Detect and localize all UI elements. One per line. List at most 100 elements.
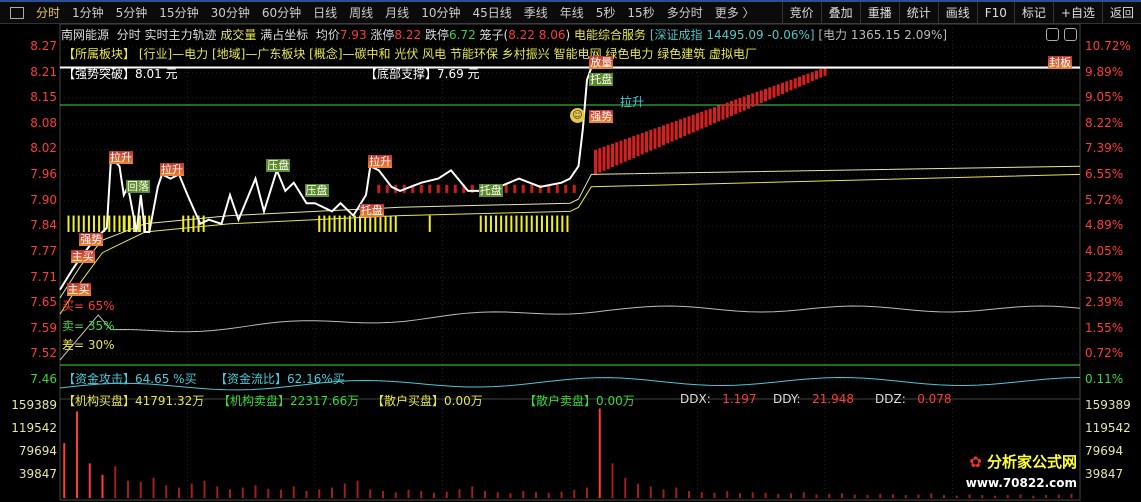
limit-down-value: 6.72 bbox=[448, 28, 476, 42]
period-tab[interactable]: 更多 〉 bbox=[714, 6, 755, 20]
signal-tag: 托盘 bbox=[589, 72, 614, 86]
toolbar-button[interactable]: 统计 bbox=[898, 2, 938, 24]
price-tick: 7.90 bbox=[30, 192, 57, 207]
indicator-name[interactable]: 实时主力轨迹 bbox=[144, 28, 217, 42]
signal-tag: 拉升 bbox=[368, 155, 393, 169]
period-tab[interactable]: 多分时 bbox=[666, 6, 703, 20]
period-tab[interactable]: 15分钟 bbox=[159, 6, 199, 20]
period-tab[interactable]: 5秒 bbox=[595, 6, 616, 20]
signal-tag: 托盘 bbox=[478, 183, 503, 197]
toolbar-button[interactable]: 竞价 bbox=[781, 2, 821, 24]
toolbar-button[interactable]: 重播 bbox=[859, 2, 899, 24]
period-tab[interactable]: 60分钟 bbox=[261, 6, 302, 20]
price-tick: 7.71 bbox=[30, 269, 57, 284]
volume-tick: 119542 bbox=[1085, 421, 1131, 435]
ddz-value: 0.078 bbox=[917, 392, 952, 406]
price-tick: 7.77 bbox=[30, 243, 57, 258]
index-quote[interactable]: [深证成指 14495.09 -0.06%] bbox=[649, 28, 815, 42]
price-tick: 8.08 bbox=[30, 115, 57, 130]
buy-ratio: 买= 65% bbox=[62, 299, 115, 313]
period-tab[interactable]: 5分钟 bbox=[115, 6, 148, 20]
limit-up-value: 8.22 bbox=[394, 28, 422, 42]
volume-tick: 39847 bbox=[1085, 467, 1124, 481]
volume-label[interactable]: 成交量 bbox=[220, 28, 257, 42]
signal-tag: 回落 bbox=[126, 179, 150, 193]
stock-info-bar: 南网能源 分时 实时主力轨迹 成交量 满占坐标 均价7.93 涨停8.22 跌停… bbox=[61, 26, 947, 43]
limit-down-label: 跌停 bbox=[424, 28, 449, 42]
signal-tag: 拉升 bbox=[109, 151, 133, 164]
sector-line: 【所属板块】 [行业]—电力 [地域]—广东板块 [概念]—碳中和 光伏 风电 … bbox=[63, 47, 758, 61]
full-axis-label[interactable]: 满占坐标 bbox=[260, 28, 309, 42]
signal-tag: 主买 bbox=[66, 282, 91, 296]
fund-attack-label: 【资金攻击】 bbox=[63, 372, 136, 386]
period-tab[interactable]: 30分钟 bbox=[210, 6, 250, 20]
pct-tick: 9.89% bbox=[1085, 64, 1124, 79]
period-tab[interactable]: 月线 bbox=[385, 6, 410, 20]
toolbar-button[interactable]: F10 bbox=[976, 2, 1014, 24]
signal-tag: 主买 bbox=[70, 249, 95, 263]
period-tab[interactable]: 10分钟 bbox=[421, 6, 461, 20]
toolbar-button[interactable]: +自选 bbox=[1052, 2, 1102, 24]
pct-tick: 1.55% bbox=[1085, 320, 1124, 335]
signal-tag: 压盘 bbox=[266, 159, 291, 173]
pct-tick: 0.11% bbox=[1085, 372, 1124, 386]
cage-value: 8.22 8.06 bbox=[508, 28, 566, 42]
fund-flow-value: 62.16%买 bbox=[287, 372, 345, 386]
volume-tick: 159389 bbox=[1085, 398, 1131, 412]
support-label: 【底部支撑】 bbox=[365, 67, 438, 81]
volume-tick: 159389 bbox=[11, 398, 57, 412]
avg-line-2 bbox=[59, 173, 1081, 315]
retail-sell-value: 0.00万 bbox=[596, 394, 635, 408]
volume-tick: 79694 bbox=[18, 444, 57, 458]
period-tab[interactable]: 周线 bbox=[349, 6, 374, 20]
signal-tag: 压盘 bbox=[304, 183, 329, 197]
diff-ratio: 差= 30% bbox=[62, 338, 115, 352]
cage-close: ) bbox=[565, 28, 571, 42]
price-tick: 7.59 bbox=[30, 320, 57, 335]
period-tab[interactable]: 45日线 bbox=[472, 6, 512, 20]
pct-tick: 7.39% bbox=[1085, 141, 1124, 156]
retail-buy-label: 【散户买盘】 bbox=[372, 394, 445, 408]
volume-tick: 119542 bbox=[11, 421, 57, 435]
price-tick: 7.46 bbox=[30, 372, 57, 386]
period-tab[interactable]: 分时 bbox=[36, 6, 61, 20]
inst-buy-label: 【机构买盘】 bbox=[63, 394, 136, 408]
fund-attack-value: 64.65 %买 bbox=[135, 372, 197, 386]
retail-buy-value: 0.00万 bbox=[444, 394, 483, 408]
add-indicator-icon[interactable] bbox=[1046, 28, 1059, 41]
price-tick: 8.15 bbox=[30, 90, 57, 105]
toolbar-button[interactable]: 返回 bbox=[1101, 2, 1141, 24]
sidebar-toggle-icon[interactable] bbox=[10, 6, 24, 19]
toolbar-button[interactable]: 画线 bbox=[937, 2, 977, 24]
inst-sell-value: 22317.66万 bbox=[290, 394, 360, 408]
toolbar-button[interactable]: 叠加 bbox=[820, 2, 860, 24]
industry[interactable]: 电能综合服务 bbox=[574, 28, 647, 42]
pct-tick: 6.55% bbox=[1085, 167, 1124, 182]
layout-icon[interactable] bbox=[1064, 28, 1077, 41]
period-tab[interactable]: 1分钟 bbox=[72, 6, 104, 20]
pct-tick: 9.05% bbox=[1085, 90, 1124, 105]
mode: 分时 bbox=[116, 28, 141, 42]
toolbar-button[interactable]: 标记 bbox=[1013, 2, 1053, 24]
ddy-value: 21.948 bbox=[812, 392, 855, 406]
fund-attack-line bbox=[59, 377, 1081, 391]
price-tick: 8.21 bbox=[30, 64, 57, 79]
pct-tick: 10.72% bbox=[1085, 39, 1131, 53]
price-tick: 7.96 bbox=[30, 167, 57, 182]
period-tab[interactable]: 日线 bbox=[313, 6, 338, 20]
inst-sell-label: 【机构卖盘】 bbox=[218, 394, 291, 408]
pct-tick: 4.05% bbox=[1085, 243, 1124, 258]
volume-tick: 79694 bbox=[1085, 444, 1124, 458]
signal-tag: 托盘 bbox=[359, 204, 384, 218]
period-tab[interactable]: 15秒 bbox=[627, 6, 655, 20]
retail-sell-label: 【散户卖盘】 bbox=[524, 394, 597, 408]
ddy-label: DDY: bbox=[773, 392, 801, 406]
signal-tag: 拉升 bbox=[160, 163, 184, 177]
sector-quote[interactable]: [电力 1365.15 2.09%] bbox=[818, 28, 948, 42]
support-value: 7.69 元 bbox=[437, 67, 480, 81]
ddz-label: DDZ: bbox=[875, 392, 906, 406]
period-tab[interactable]: 季线 bbox=[523, 6, 548, 20]
breakout-label: 【强势突破】 bbox=[63, 67, 136, 81]
pct-tick: 0.72% bbox=[1085, 346, 1124, 361]
period-tab[interactable]: 年线 bbox=[559, 6, 584, 20]
